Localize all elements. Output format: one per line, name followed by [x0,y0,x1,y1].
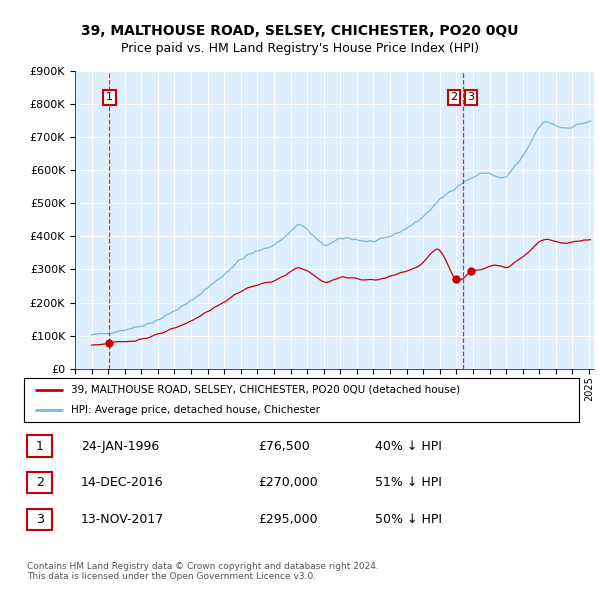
Text: 39, MALTHOUSE ROAD, SELSEY, CHICHESTER, PO20 0QU (detached house): 39, MALTHOUSE ROAD, SELSEY, CHICHESTER, … [71,385,460,395]
Text: 50% ↓ HPI: 50% ↓ HPI [375,513,442,526]
Text: £76,500: £76,500 [258,440,310,453]
Text: 3: 3 [35,513,44,526]
Text: 3: 3 [467,92,474,102]
Text: 2: 2 [35,476,44,489]
Text: 13-NOV-2017: 13-NOV-2017 [81,513,164,526]
Text: HPI: Average price, detached house, Chichester: HPI: Average price, detached house, Chic… [71,405,320,415]
Text: 51% ↓ HPI: 51% ↓ HPI [375,476,442,489]
Text: Contains HM Land Registry data © Crown copyright and database right 2024.
This d: Contains HM Land Registry data © Crown c… [27,562,379,581]
Text: 14-DEC-2016: 14-DEC-2016 [81,476,164,489]
Text: £270,000: £270,000 [258,476,318,489]
Text: Price paid vs. HM Land Registry's House Price Index (HPI): Price paid vs. HM Land Registry's House … [121,42,479,55]
Text: 24-JAN-1996: 24-JAN-1996 [81,440,159,453]
Text: 1: 1 [35,440,44,453]
Text: 1: 1 [106,92,113,102]
Text: £295,000: £295,000 [258,513,317,526]
Text: 40% ↓ HPI: 40% ↓ HPI [375,440,442,453]
Text: 2: 2 [451,92,457,102]
Text: 39, MALTHOUSE ROAD, SELSEY, CHICHESTER, PO20 0QU: 39, MALTHOUSE ROAD, SELSEY, CHICHESTER, … [81,24,519,38]
